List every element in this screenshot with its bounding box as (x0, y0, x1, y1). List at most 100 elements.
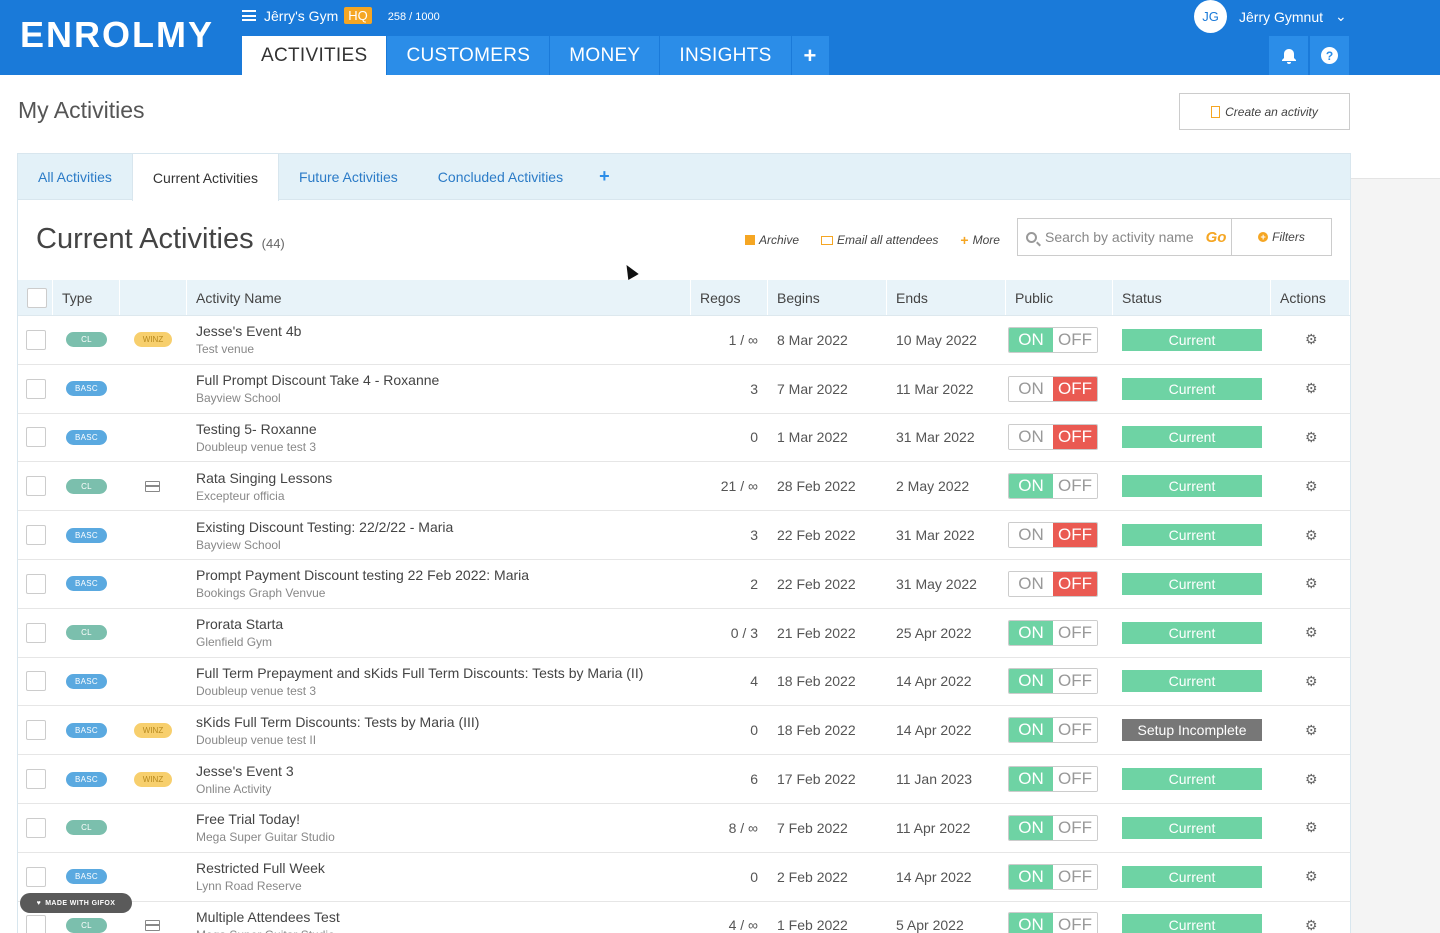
tab-future-activities[interactable]: Future Activities (298, 168, 398, 185)
toggle-on[interactable]: ON (1009, 327, 1053, 352)
more-button[interactable]: + More (960, 232, 1000, 248)
activity-name-cell[interactable]: Jesse's Event 4b Test venue (187, 316, 691, 364)
tab-all-activities[interactable]: All Activities (38, 168, 112, 185)
notifications-button[interactable] (1269, 36, 1308, 75)
public-toggle[interactable]: ON OFF (1008, 522, 1098, 549)
toggle-off[interactable]: OFF (1053, 523, 1097, 548)
nav-tab-customers[interactable]: CUSTOMERS (387, 36, 551, 75)
activity-name-cell[interactable]: Testing 5- Roxanne Doubleup venue test 3 (187, 414, 691, 462)
col-activity-name[interactable]: Activity Name (187, 280, 691, 315)
row-checkbox[interactable] (26, 915, 46, 933)
activity-name-link[interactable]: Rata Singing Lessons (196, 469, 333, 486)
gear-icon[interactable]: ⚙ (1305, 672, 1318, 689)
activity-name-cell[interactable]: Prompt Payment Discount testing 22 Feb 2… (187, 560, 691, 608)
public-toggle[interactable]: ON OFF (1008, 424, 1098, 451)
activity-name-cell[interactable]: Jesse's Event 3 Online Activity (187, 755, 691, 803)
public-toggle[interactable]: ON OFF (1008, 717, 1098, 744)
public-toggle[interactable]: ON OFF (1008, 863, 1098, 890)
public-toggle[interactable]: ON OFF (1008, 912, 1098, 933)
toggle-off[interactable]: OFF (1053, 718, 1097, 743)
row-checkbox[interactable] (26, 329, 46, 350)
row-checkbox[interactable] (26, 720, 46, 741)
table-row[interactable]: BASC Full Prompt Discount Take 4 - Roxann… (18, 365, 1350, 414)
toggle-off[interactable]: OFF (1053, 913, 1097, 933)
user-menu[interactable]: JG Jêrry Gymnut ⌄ (1194, 0, 1347, 33)
table-row[interactable]: BASC WINZ Jesse's Event 3 Online Activity 6 1… (18, 755, 1350, 804)
row-checkbox[interactable] (26, 671, 46, 692)
activity-name-cell[interactable]: Existing Discount Testing: 22/2/22 - Mar… (187, 511, 691, 559)
activity-name-link[interactable]: Prompt Payment Discount testing 22 Feb 2… (196, 567, 530, 584)
activity-name-link[interactable]: sKids Full Term Discounts: Tests by Mari… (196, 713, 480, 730)
public-toggle[interactable]: ON OFF (1008, 326, 1098, 353)
email-all-button[interactable]: Email all attendees (821, 232, 938, 248)
toggle-on[interactable]: ON (1009, 718, 1053, 743)
toggle-on[interactable]: ON (1009, 571, 1053, 596)
table-row[interactable]: BASC Existing Discount Testing: 22/2/22 -… (18, 511, 1350, 560)
public-toggle[interactable]: ON OFF (1008, 473, 1098, 500)
toggle-off[interactable]: OFF (1053, 669, 1097, 694)
activity-name-link[interactable]: Full Term Prepayment and sKids Full Term… (196, 664, 644, 681)
toggle-off[interactable]: OFF (1053, 474, 1097, 499)
archive-button[interactable]: Archive (745, 232, 799, 248)
user-name[interactable]: Jêrry Gymnut (1239, 8, 1324, 25)
gear-icon[interactable]: ⚙ (1305, 770, 1318, 787)
table-row[interactable]: BASC Prompt Payment Discount testing 22 F… (18, 560, 1350, 609)
gear-icon[interactable]: ⚙ (1305, 428, 1318, 445)
gear-icon[interactable]: ⚙ (1305, 819, 1318, 836)
toggle-on[interactable]: ON (1009, 815, 1053, 840)
toggle-on[interactable]: ON (1009, 913, 1053, 933)
row-checkbox[interactable] (26, 378, 46, 399)
gear-icon[interactable]: ⚙ (1305, 380, 1318, 397)
public-toggle[interactable]: ON OFF (1008, 668, 1098, 695)
activity-name-cell[interactable]: Restricted Full Week Lynn Road Reserve (187, 853, 691, 901)
activity-name-cell[interactable]: Free Trial Today! Mega Super Guitar Studi… (187, 804, 691, 852)
toggle-on[interactable]: ON (1009, 474, 1053, 499)
tab-concluded-activities[interactable]: Concluded Activities (437, 168, 564, 185)
row-checkbox[interactable] (26, 476, 46, 497)
table-row[interactable]: BASC Full Term Prepayment and sKids Full … (18, 658, 1350, 707)
nav-tab-insights[interactable]: INSIGHTS (660, 36, 792, 75)
add-tab-button[interactable]: + (599, 166, 610, 186)
toggle-off[interactable]: OFF (1053, 815, 1097, 840)
select-all-checkbox[interactable] (27, 287, 47, 308)
row-checkbox[interactable] (26, 769, 46, 790)
toggle-off[interactable]: OFF (1053, 767, 1097, 792)
table-row[interactable]: CL Prorata Starta Glenfield Gym 0 / 3 21 Feb… (18, 609, 1350, 658)
filters-button[interactable]: + Filters (1231, 218, 1332, 256)
row-checkbox[interactable] (26, 525, 46, 546)
toggle-on[interactable]: ON (1009, 669, 1053, 694)
table-row[interactable]: CL Rata Singing Lessons Excepteur officia 2… (18, 462, 1350, 512)
nav-tab-activities[interactable]: ACTIVITIES (242, 36, 388, 75)
toggle-on[interactable]: ON (1009, 523, 1053, 548)
activity-name-cell[interactable]: Rata Singing Lessons Excepteur officia (187, 462, 691, 510)
toggle-on[interactable]: ON (1009, 864, 1053, 889)
activity-name-link[interactable]: Existing Discount Testing: 22/2/22 - Mar… (196, 518, 454, 535)
row-checkbox[interactable] (26, 573, 46, 594)
activity-name-cell[interactable]: Prorata Starta Glenfield Gym (187, 609, 691, 657)
activity-name-link[interactable]: Full Prompt Discount Take 4 - Roxanne (196, 372, 440, 389)
table-row[interactable]: CL Free Trial Today! Mega Super Guitar Stu… (18, 804, 1350, 853)
row-checkbox[interactable] (26, 427, 46, 448)
gear-icon[interactable]: ⚙ (1305, 916, 1318, 933)
nav-add-button[interactable]: + (791, 36, 830, 75)
activity-name-link[interactable]: Jesse's Event 4b (196, 323, 302, 340)
go-button[interactable]: Go (1205, 228, 1227, 246)
menu-icon[interactable] (242, 10, 256, 21)
col-type[interactable]: Type (53, 280, 120, 315)
activity-name-cell[interactable]: sKids Full Term Discounts: Tests by Mari… (187, 706, 691, 754)
activity-name-link[interactable]: Restricted Full Week (196, 860, 325, 877)
activity-name-link[interactable]: Prorata Starta (196, 616, 284, 633)
activity-name-link[interactable]: Testing 5- Roxanne (196, 420, 317, 437)
search-input[interactable]: Search by activity name Go (1017, 218, 1232, 256)
gear-icon[interactable]: ⚙ (1305, 868, 1318, 885)
col-ends[interactable]: Ends (887, 280, 1006, 315)
col-status[interactable]: Status (1113, 280, 1271, 315)
activity-name-cell[interactable]: Full Prompt Discount Take 4 - Roxanne Bay… (187, 365, 691, 413)
activity-name-link[interactable]: Free Trial Today! (196, 811, 301, 828)
activity-name-link[interactable]: Multiple Attendees Test (196, 908, 340, 925)
public-toggle[interactable]: ON OFF (1008, 814, 1098, 841)
gear-icon[interactable]: ⚙ (1305, 477, 1318, 494)
nav-tab-money[interactable]: MONEY (550, 36, 661, 75)
toggle-off[interactable]: OFF (1053, 327, 1097, 352)
chevron-down-icon[interactable]: ⌄ (1335, 8, 1347, 24)
